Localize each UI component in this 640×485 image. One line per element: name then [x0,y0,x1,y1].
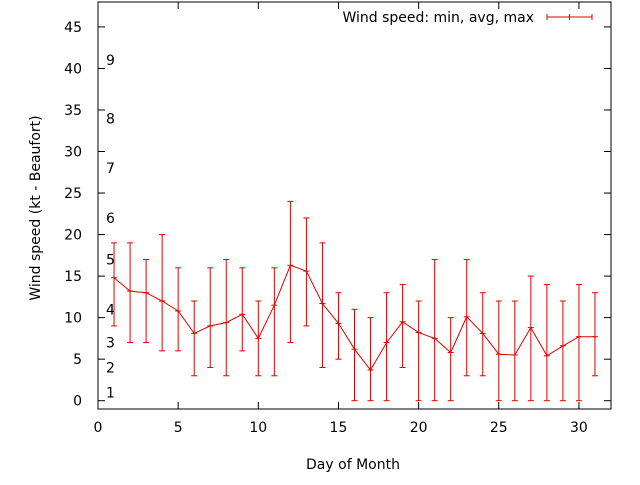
x-axis-ticks: 0 5 10 15 20 25 30 [94,2,588,436]
legend-label: Wind speed: min, avg, max [342,10,534,26]
beaufort-label: 8 [106,111,115,127]
series-layer [111,200,598,402]
y-tick-label: 30 [64,145,82,161]
y-tick-label: 25 [64,186,82,202]
y-tick-label: 15 [64,269,82,285]
x-tick-label: 25 [490,420,508,436]
y-tick-label: 5 [73,352,82,368]
y-tick-label: 10 [64,311,82,327]
y-tick-label: 35 [64,103,82,119]
beaufort-label: 9 [106,53,115,69]
beaufort-label: 4 [106,302,115,318]
y-tick-label: 40 [64,61,82,77]
y-tick-label: 45 [64,20,82,36]
y-tick-label: 20 [64,228,82,244]
plot-frame [97,1,612,410]
beaufort-label: 2 [106,360,115,376]
y-tick-label: 0 [73,394,82,410]
beaufort-scale-labels: 1 2 3 4 5 6 7 8 9 [106,53,115,401]
y-axis-label: Wind speed (kt - Beaufort) [28,115,44,300]
x-tick-label: 10 [249,420,267,436]
x-axis-label: Day of Month [306,457,400,473]
x-tick-label: 20 [410,420,428,436]
beaufort-label: 5 [106,252,115,268]
beaufort-label: 1 [106,385,115,401]
beaufort-label: 6 [106,211,115,227]
beaufort-label: 3 [106,336,115,352]
x-tick-label: 0 [94,420,103,436]
x-tick-label: 30 [570,420,588,436]
beaufort-label: 7 [106,161,115,177]
x-tick-label: 15 [330,420,348,436]
legend: Wind speed: min, avg, max [342,10,593,26]
x-tick-label: 5 [174,420,183,436]
